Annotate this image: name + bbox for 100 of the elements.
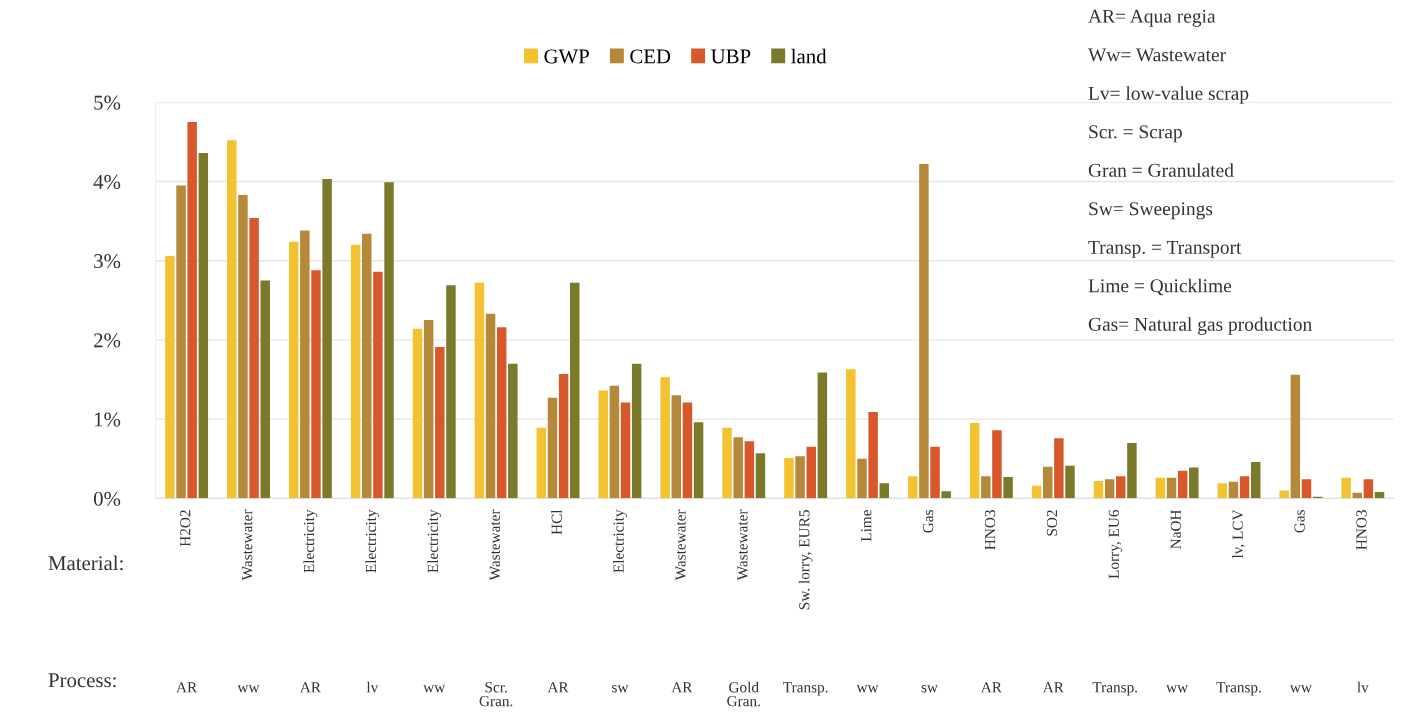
bar: [1189, 467, 1199, 499]
x-tick-label: Gas: [923, 510, 934, 533]
annotation: Lime = Quicklime: [1088, 278, 1232, 296]
bar: [474, 282, 485, 499]
text: AR: [1042, 682, 1064, 693]
text: AR= Aqua regia: [1088, 9, 1216, 27]
bar: [187, 122, 197, 499]
bar: [1374, 492, 1385, 499]
text: ww: [856, 685, 879, 693]
y-tick-label: 5%: [94, 95, 121, 110]
bar: [362, 233, 372, 499]
text: ww: [1289, 685, 1312, 693]
bar: [981, 476, 991, 499]
bar: [1363, 479, 1374, 499]
y-tick-label: 0%: [93, 491, 121, 506]
bar: [733, 437, 743, 499]
text: sw: [612, 685, 629, 693]
bar: [598, 390, 608, 499]
bar: [930, 446, 940, 499]
bar: [1003, 476, 1013, 499]
bar: [1054, 438, 1064, 499]
x-tick-label: HNO3: [1356, 510, 1367, 550]
x-tick-label: Wastewater: [737, 509, 748, 581]
bar: [300, 230, 310, 499]
text: AR: [671, 682, 693, 693]
text: Material:: [48, 555, 123, 571]
x-tick-label: HCl: [551, 509, 562, 535]
bar: [547, 397, 558, 499]
bar: [1217, 483, 1228, 499]
text: Transp.: [1216, 682, 1261, 696]
bar: [693, 422, 704, 499]
bar: [682, 402, 693, 499]
x-tick-label: Gas: [1294, 510, 1305, 533]
annotation: Gas= Natural gas production: [1088, 317, 1312, 335]
x-tick-label: Lime: [861, 509, 872, 542]
bar: [1042, 466, 1053, 499]
y-tick-label: 1%: [94, 412, 121, 427]
x-tick-label: Wastewater: [242, 509, 253, 581]
legend-label: land: [791, 48, 827, 64]
y-tick-label: 2%: [94, 333, 121, 348]
bar: [1301, 479, 1312, 499]
text: sw: [921, 685, 938, 693]
bar: [1031, 485, 1042, 499]
text: Transp.: [783, 682, 828, 696]
bar: [969, 423, 980, 499]
bar: [558, 373, 569, 499]
text: lv: [366, 681, 379, 693]
bar: [784, 457, 794, 499]
text: Scr. Gran.: [479, 682, 513, 707]
bar: [322, 179, 332, 499]
bar: [908, 476, 918, 499]
y-tick-label: 3%: [94, 254, 121, 269]
annotation: Transp. = Transport: [1088, 240, 1242, 258]
legend-label: GWP: [544, 49, 589, 64]
x-tick-label: Wastewater: [489, 509, 501, 581]
text: AR: [176, 682, 198, 693]
bar: [846, 369, 856, 499]
x-tick-label: HNO3: [984, 510, 996, 550]
bar: [1093, 480, 1104, 499]
bar: [817, 372, 828, 499]
bar: [446, 285, 456, 499]
bar: [260, 280, 270, 499]
bar: [435, 347, 445, 499]
text: Process:: [48, 673, 116, 688]
bar: [992, 430, 1002, 499]
bar: [350, 244, 361, 499]
bar: [1177, 470, 1188, 499]
x-tick-label: SO2: [1046, 510, 1058, 536]
bar: [722, 427, 732, 499]
bar: [238, 194, 248, 499]
x-tick-label: Lorry, EU6: [1108, 509, 1123, 579]
x-tick-label: H2O2: [180, 510, 191, 547]
bar: [508, 363, 518, 499]
annotation: Lv= low-value scrap: [1088, 86, 1249, 104]
text: AR: [980, 682, 1002, 693]
x-tick-label: Electricity: [427, 509, 442, 573]
text: Ww= Wastewater: [1088, 48, 1226, 62]
bar: [1279, 490, 1289, 499]
bar: [879, 483, 890, 499]
text: AR: [299, 682, 321, 693]
text: ww: [423, 685, 446, 693]
bar: [1116, 476, 1126, 499]
legend-label: CED: [630, 49, 671, 64]
bar: [485, 313, 496, 499]
bar: [176, 185, 186, 499]
bar: [249, 217, 259, 499]
x-tick-label: lv, LCV: [1232, 509, 1246, 559]
bar: [744, 441, 755, 499]
bar: [795, 456, 805, 499]
text: ww: [237, 685, 260, 693]
bar: [1228, 481, 1239, 499]
bar: [496, 327, 507, 499]
bar: [857, 458, 867, 499]
bar: [384, 182, 394, 499]
bar: [1290, 374, 1301, 499]
bar: [1166, 477, 1177, 499]
bar: [919, 164, 929, 499]
x-tick-label: Electricity: [303, 509, 318, 573]
bar: [536, 427, 547, 499]
x-tick-label: Wastewater: [675, 509, 686, 581]
